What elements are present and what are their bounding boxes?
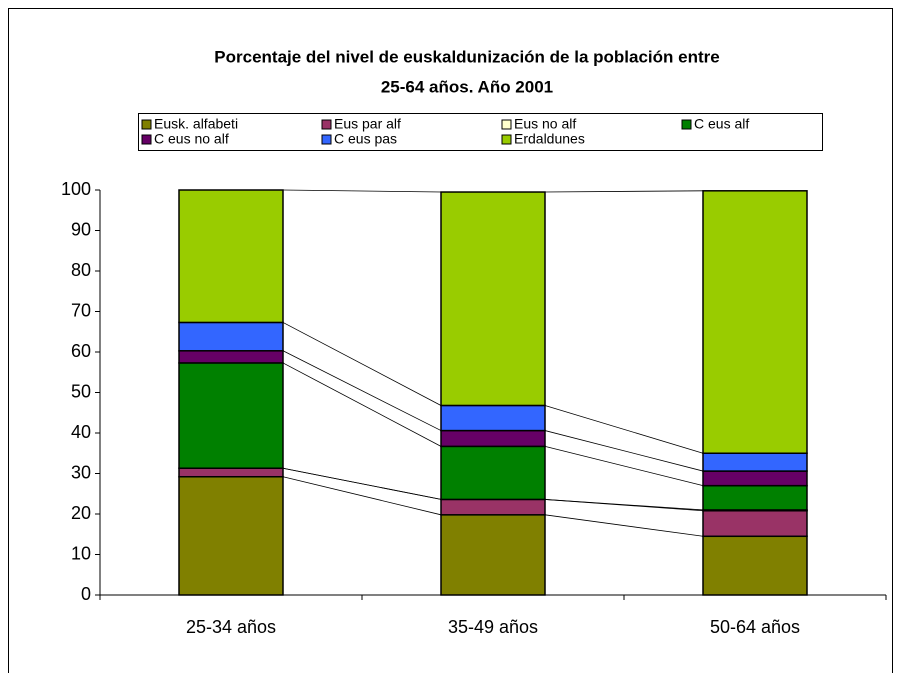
bar-segment [702,452,808,472]
bar-segment [178,475,284,596]
x-tick-label: 35-49 años [448,617,538,637]
legend-label: Eusk. alfabeti [154,116,238,132]
legend-swatch [501,134,512,145]
bar-segment [440,191,546,407]
legend-swatch [321,119,332,130]
bar-segment [702,484,808,511]
legend-label: C eus no alf [154,131,229,147]
series-line [282,189,442,193]
chart-frame [8,8,893,673]
series-line [544,499,704,511]
y-tick-label: 100 [61,179,91,199]
bar-segment [702,535,808,596]
bar-segment [178,362,284,469]
y-tick-label: 30 [71,462,91,482]
series-line [282,476,442,516]
bar-segment [702,470,808,487]
y-tick-label: 80 [71,260,91,280]
series-line [282,350,442,431]
series-line [544,190,704,193]
y-tick-label: 60 [71,341,91,361]
series-line [544,514,704,537]
y-tick-label: 10 [71,543,91,563]
y-tick-label: 70 [71,300,91,320]
x-tick-label: 25-34 años [186,617,276,637]
bar-segment [702,510,808,538]
series-line [544,430,704,472]
legend-label: Eus par alf [334,116,401,132]
x-tick-label: 50-64 años [710,617,800,637]
chart-title: 25-64 años. Año 2001 [381,77,553,96]
legend-swatch [321,134,332,145]
y-tick-label: 40 [71,422,91,442]
series-line [282,322,442,406]
bar-segment [178,467,284,478]
series-line [544,405,704,454]
y-tick-label: 20 [71,503,91,523]
y-tick-label: 90 [71,219,91,239]
legend-swatch [681,119,692,130]
chart-title: Porcentaje del nivel de euskaldunización… [214,47,719,66]
bar-segment [440,429,546,448]
bar-segment [440,404,546,432]
legend-label: C eus alf [694,116,749,132]
legend-swatch [141,119,152,130]
series-line [282,467,442,500]
bar-segment [178,321,284,352]
bar-segment [178,350,284,364]
series-line [544,445,704,487]
series-line [282,362,442,447]
legend-box [138,113,823,151]
bar-segment [440,445,546,501]
legend-label: C eus pas [334,131,397,147]
y-tick-label: 0 [81,584,91,604]
bar-segment [178,189,284,324]
legend-label: Eus no alf [514,116,576,132]
y-tick-label: 50 [71,381,91,401]
legend-swatch [141,134,152,145]
legend-swatch [501,119,512,130]
legend-label: Erdaldunes [514,131,585,147]
bar-segment [440,514,546,596]
bar-segment [702,190,808,454]
bar-segment [440,498,546,516]
